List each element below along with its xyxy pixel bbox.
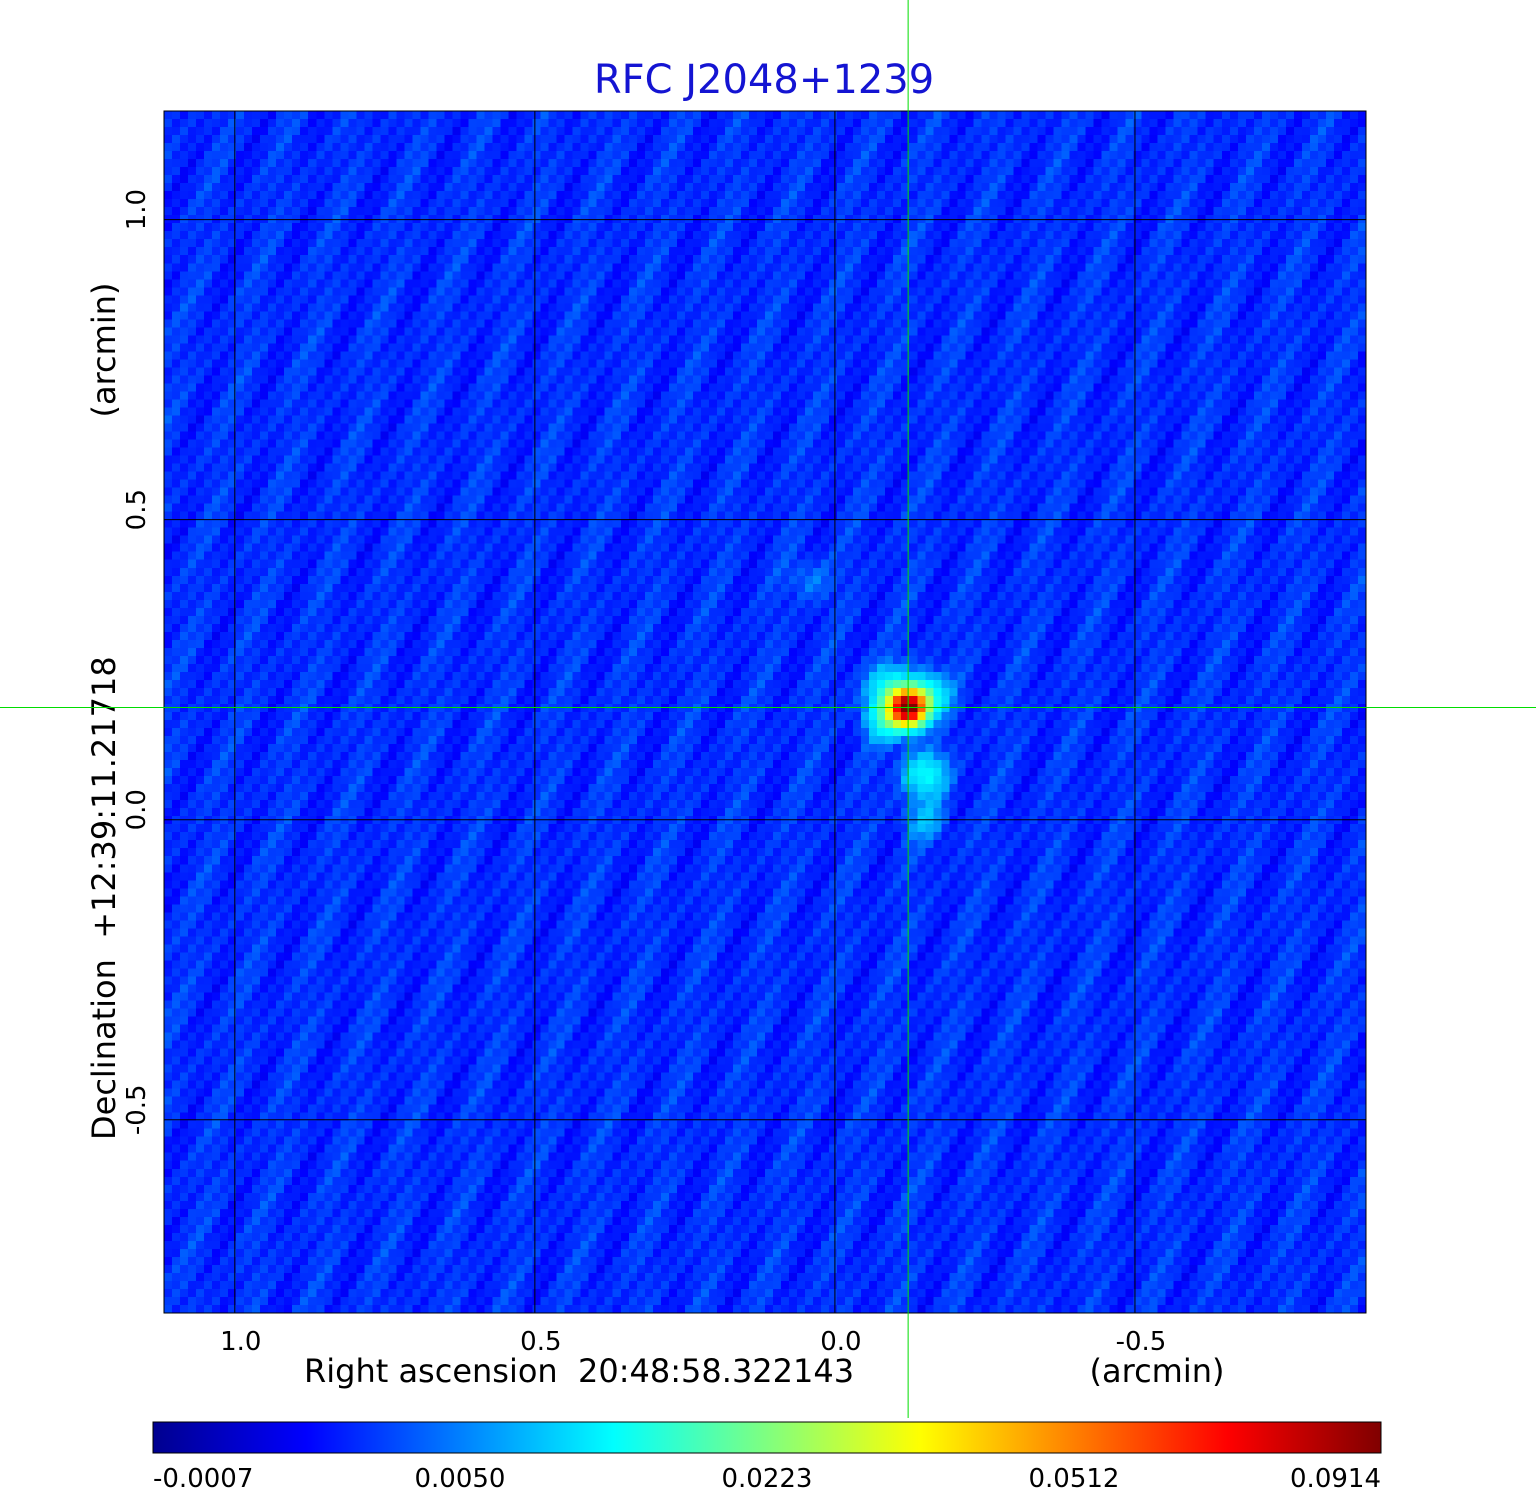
colorbar-tick-label: 0.0050	[415, 1464, 506, 1494]
colorbar-tick-labels: -0.0007 0.0050 0.0223 0.0512 0.0914	[153, 1464, 1381, 1494]
colorbar-tick-label: 0.0223	[722, 1464, 813, 1494]
y-axis-label: Declination +12:39:11.21718	[85, 656, 123, 1140]
x-axis-label: Right ascension 20:48:58.322143	[304, 1352, 854, 1390]
x-tick-label: 0.0	[820, 1327, 861, 1357]
x-tick-label: 0.5	[520, 1327, 561, 1357]
y-tick-label: -0.5	[122, 1084, 152, 1135]
heatmap-image	[164, 111, 1366, 1313]
source-crosshair	[0, 0, 1536, 1418]
colorbar-tick-label: -0.0007	[153, 1464, 253, 1494]
x-tick-label: 1.0	[220, 1327, 261, 1357]
x-axis-unit: (arcmin)	[1090, 1352, 1225, 1390]
chart-title: RFC J2048+1239	[594, 57, 934, 103]
plot-frame	[163, 110, 1367, 1314]
x-tick-labels: 1.0 0.5 0.0 -0.5	[220, 1327, 1166, 1357]
colorbar-tick-label: 0.0914	[1290, 1464, 1381, 1494]
colorbar-tick-label: 0.0512	[1029, 1464, 1120, 1494]
y-tick-label: 0.0	[122, 789, 152, 830]
y-tick-label: 1.0	[122, 189, 152, 230]
y-tick-label: 0.5	[122, 489, 152, 530]
y-axis-unit: (arcmin)	[85, 283, 123, 418]
y-tick-labels: 1.0 0.5 0.0 -0.5	[122, 189, 152, 1135]
x-tick-label: -0.5	[1116, 1327, 1167, 1357]
coordinate-grid	[164, 111, 1366, 1313]
colorbar	[152, 1421, 1382, 1454]
